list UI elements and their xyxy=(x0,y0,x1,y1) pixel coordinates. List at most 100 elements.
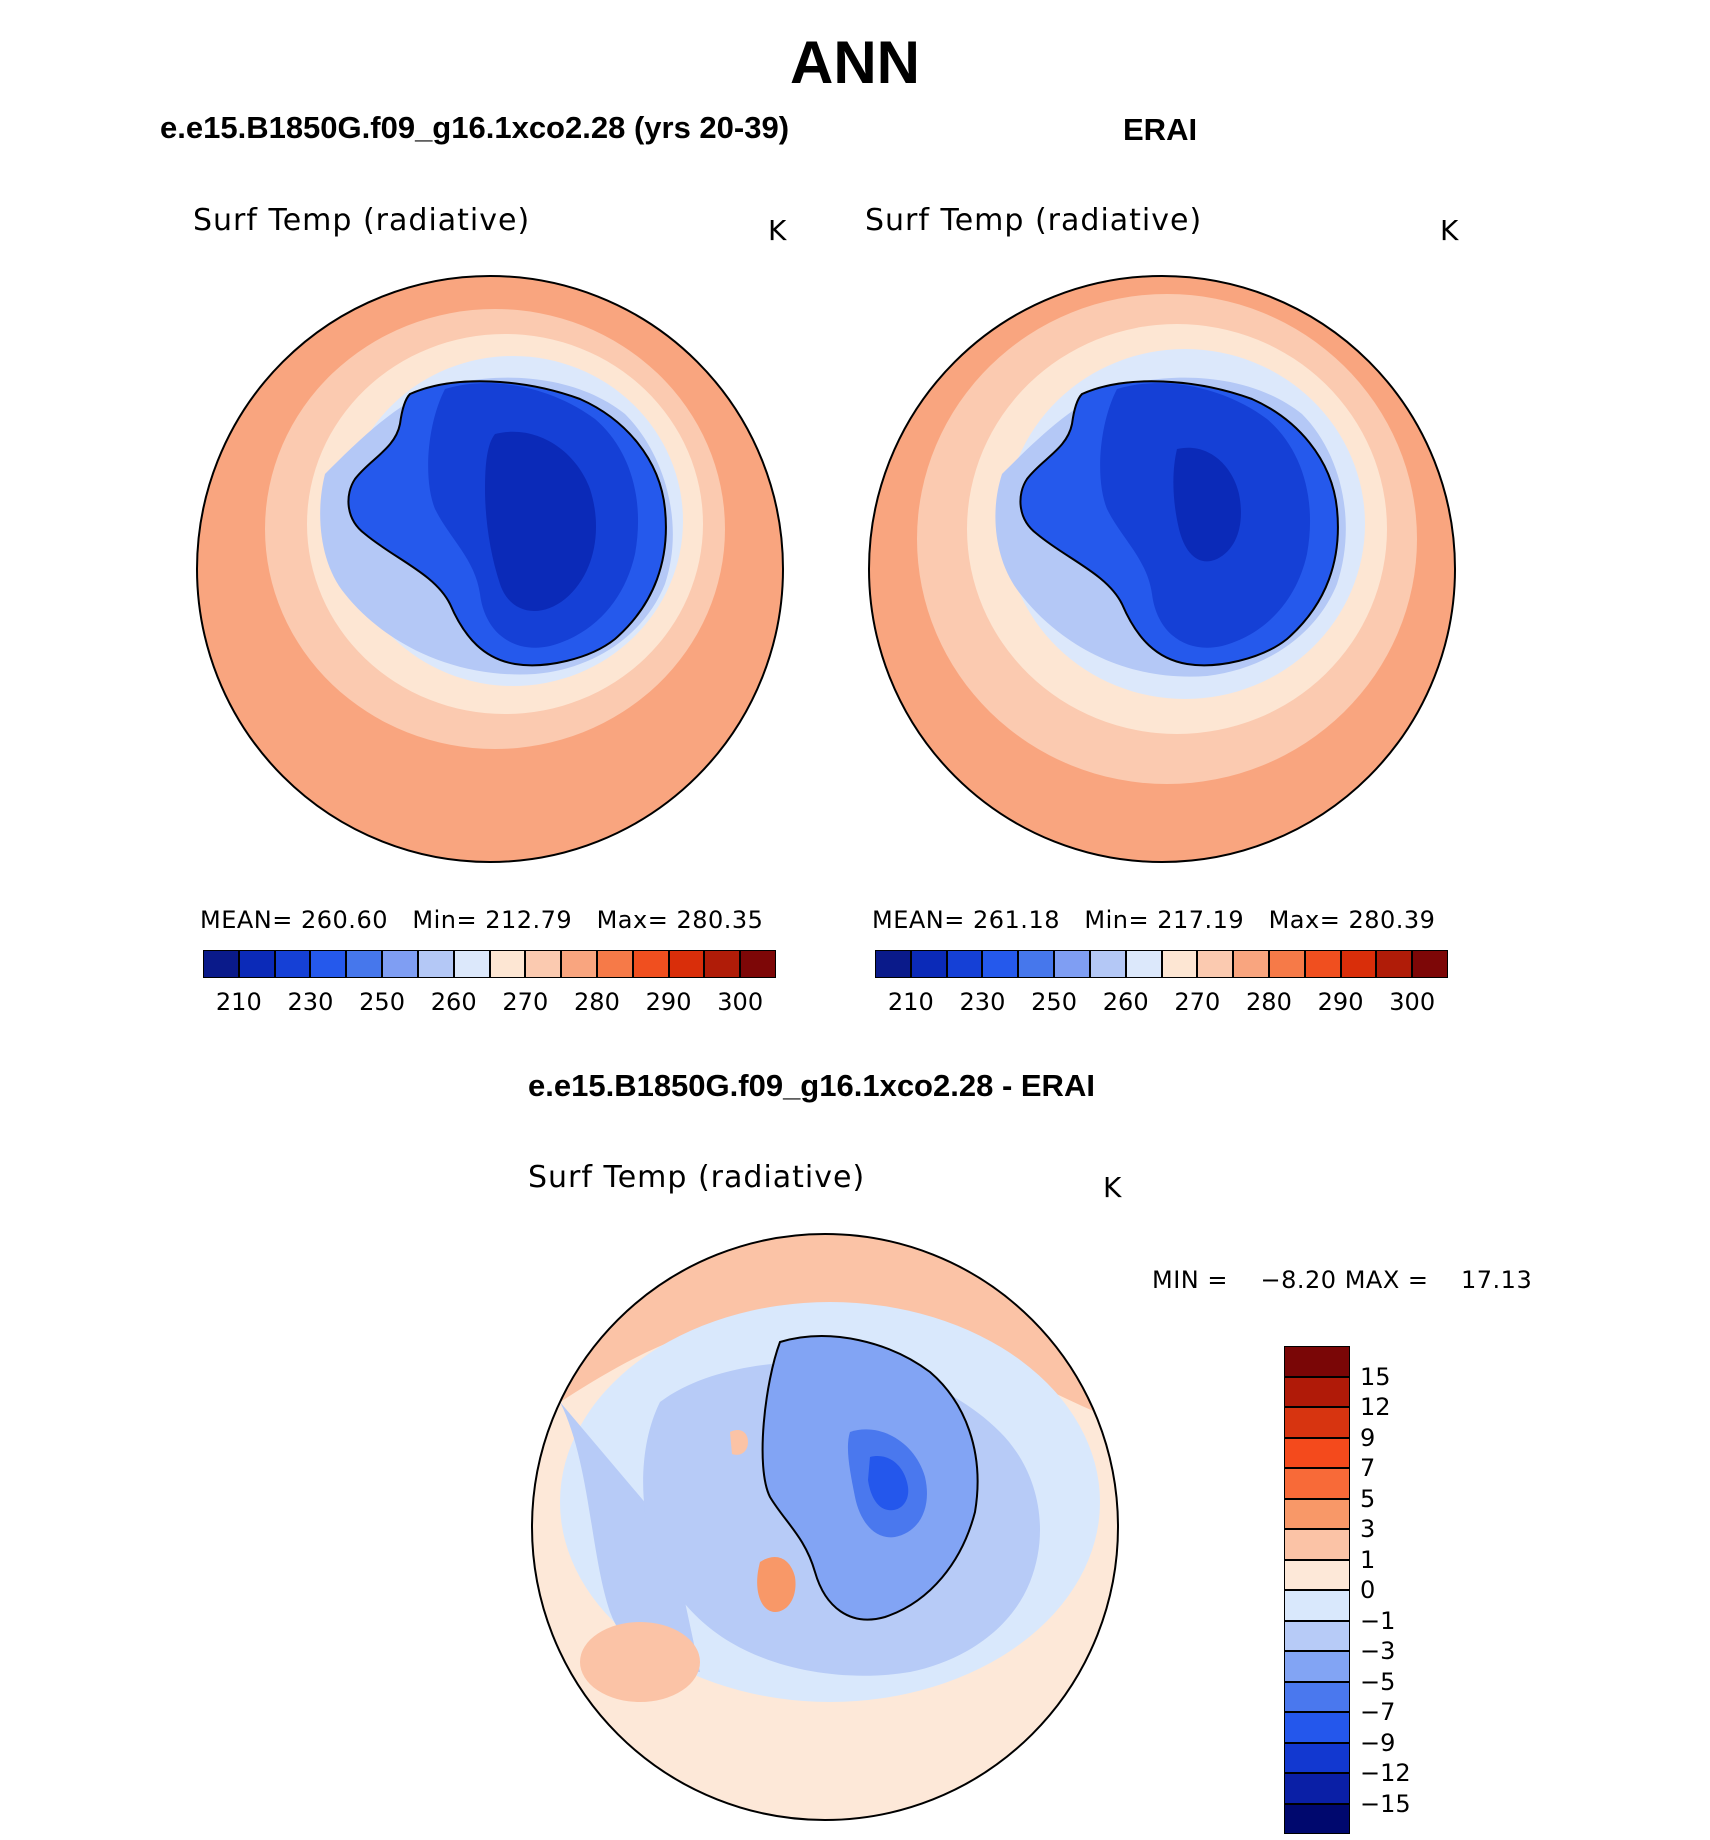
diff-unit-label: K xyxy=(1103,1171,1122,1204)
diff-colorbar-tick-label: 1 xyxy=(1360,1545,1376,1574)
colorbar-tick-label: 210 xyxy=(887,988,934,1016)
diff-colorbar-swatch xyxy=(1284,1437,1350,1468)
left-unit-label: K xyxy=(768,214,787,247)
diff-stats: MIN = −8.20 MAX = 17.13 xyxy=(1152,1266,1532,1294)
diff-map-warm-spot xyxy=(730,1430,748,1455)
colorbar-swatch xyxy=(910,950,947,978)
colorbar-swatch xyxy=(382,950,418,978)
colorbar-swatch xyxy=(1233,950,1269,978)
diff-colorbar-swatch xyxy=(1284,1681,1350,1712)
right-polar-map xyxy=(868,275,1456,863)
left-map-border xyxy=(196,275,784,863)
right-min-value: 217.19 xyxy=(1157,906,1245,934)
colorbar-swatch xyxy=(1376,950,1413,978)
colorbar-swatch xyxy=(875,950,911,978)
diff-colorbar-tick-label: 15 xyxy=(1360,1362,1391,1391)
colorbar-swatch xyxy=(561,950,597,978)
colorbar-swatch xyxy=(632,950,669,978)
diff-colorbar-swatch xyxy=(1284,1773,1350,1804)
right-mean-value: 261.18 xyxy=(973,906,1060,934)
colorbar-swatch xyxy=(1054,950,1090,978)
right-map-border xyxy=(868,275,1456,863)
main-title: ANN xyxy=(790,29,920,96)
colorbar-swatch xyxy=(238,950,275,978)
right-mean-label: MEAN= xyxy=(872,906,965,934)
right-variable-label: Surf Temp (radiative) xyxy=(865,203,1203,238)
colorbar-swatch xyxy=(203,950,239,978)
left-polar-map xyxy=(196,275,784,863)
diff-colorbar-swatch xyxy=(1284,1803,1350,1834)
diff-colorbar-tick-label: 0 xyxy=(1360,1576,1376,1604)
diff-colorbar-swatch xyxy=(1284,1742,1350,1773)
colorbar-tick-label: 260 xyxy=(1102,988,1149,1016)
right-colorbar-ticks: 210 230 250 260 270 280 290 300 xyxy=(875,988,1448,1018)
colorbar-tick-label: 280 xyxy=(574,988,620,1016)
right-unit-label: K xyxy=(1440,214,1459,247)
diff-colorbar-swatch xyxy=(1284,1620,1350,1651)
colorbar-swatch xyxy=(1018,950,1055,978)
colorbar-tick-label: 270 xyxy=(502,988,549,1016)
diff-colorbar-swatch xyxy=(1284,1529,1350,1560)
diff-min-label: MIN = xyxy=(1152,1266,1228,1294)
diff-colorbar-swatch xyxy=(1284,1468,1350,1499)
diff-colorbar-swatch xyxy=(1284,1346,1350,1377)
colorbar-swatch xyxy=(310,950,347,978)
diff-colorbar-tick-label: 5 xyxy=(1360,1484,1376,1513)
colorbar-tick-label: 290 xyxy=(645,988,692,1016)
colorbar-tick-label: 230 xyxy=(959,988,1006,1016)
colorbar-swatch xyxy=(704,950,741,978)
diff-colorbar-tick-label: −15 xyxy=(1360,1789,1411,1818)
colorbar-swatch xyxy=(596,950,633,978)
diff-max-value: 17.13 xyxy=(1461,1266,1533,1294)
left-max-value: 280.35 xyxy=(676,906,764,934)
diff-colorbar-ticks: 15 12 9 7 5 3 1 0 −1 −3 −5 −7 −9 −12 −15 xyxy=(1360,1346,1440,1834)
diff-variable-label: Surf Temp (radiative) xyxy=(528,1160,866,1195)
diff-colorbar-tick-label: 3 xyxy=(1360,1515,1376,1543)
colorbar-swatch xyxy=(274,950,311,978)
right-min-label: Min= xyxy=(1084,906,1150,934)
diff-polar-map xyxy=(531,1233,1119,1821)
colorbar-swatch xyxy=(346,950,383,978)
colorbar-tick-label: 250 xyxy=(359,988,405,1016)
colorbar-swatch xyxy=(1268,950,1305,978)
colorbar-tick-label: 230 xyxy=(287,988,334,1016)
colorbar-swatch xyxy=(1161,950,1198,978)
diff-map-south-warm xyxy=(580,1622,700,1702)
diff-colorbar-tick-label: 12 xyxy=(1360,1393,1391,1421)
diff-colorbar-swatch xyxy=(1284,1559,1350,1590)
diff-map-border xyxy=(531,1233,1119,1821)
diff-colorbar-tick-label: −5 xyxy=(1360,1667,1396,1696)
diff-min-value: −8.20 xyxy=(1260,1266,1337,1294)
left-variable-label: Surf Temp (radiative) xyxy=(193,203,531,238)
left-min-label: Min= xyxy=(412,906,478,934)
diff-colorbar-swatch xyxy=(1284,1498,1350,1529)
colorbar-swatch xyxy=(489,950,526,978)
colorbar-swatch xyxy=(946,950,983,978)
left-colorbar xyxy=(203,950,776,978)
colorbar-tick-label: 260 xyxy=(430,988,477,1016)
diff-colorbar-swatch xyxy=(1284,1590,1350,1621)
diff-colorbar-tick-label: 7 xyxy=(1360,1454,1376,1482)
diff-panel-title: e.e15.B1850G.f09_g16.1xco2.28 - ERAI xyxy=(528,1068,1095,1103)
diff-map-west-cool xyxy=(560,1402,700,1672)
diff-colorbar-tick-label: −12 xyxy=(1360,1759,1411,1787)
colorbar-tick-label: 280 xyxy=(1246,988,1292,1016)
diff-colorbar-tick-label: −3 xyxy=(1360,1637,1396,1665)
diff-colorbar-tick-label: −7 xyxy=(1360,1698,1396,1726)
colorbar-swatch xyxy=(417,950,454,978)
diff-map-north-warm xyxy=(532,1234,1118,1422)
colorbar-swatch xyxy=(1304,950,1341,978)
colorbar-swatch xyxy=(525,950,562,978)
colorbar-tick-label: 210 xyxy=(215,988,262,1016)
colorbar-tick-label: 300 xyxy=(1389,988,1436,1016)
left-max-label: Max= xyxy=(596,906,669,934)
colorbar-tick-label: 250 xyxy=(1031,988,1077,1016)
diff-map-band-neg7 xyxy=(868,1456,909,1511)
colorbar-swatch xyxy=(982,950,1019,978)
diff-colorbar-swatch xyxy=(1284,1651,1350,1682)
diff-colorbar-swatch xyxy=(1284,1407,1350,1438)
colorbar-swatch xyxy=(1412,950,1448,978)
left-map-band-220 xyxy=(485,431,597,611)
colorbar-tick-label: 300 xyxy=(717,988,764,1016)
colorbar-swatch xyxy=(1340,950,1377,978)
